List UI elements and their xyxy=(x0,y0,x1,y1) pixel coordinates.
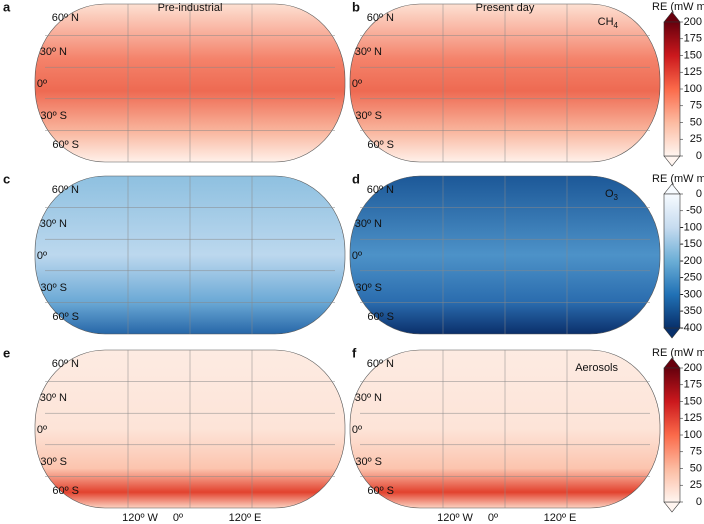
panel-letter: c xyxy=(3,171,10,186)
colorbar-tick-label: 125 xyxy=(684,412,702,424)
colorbar-tick-label: 0 xyxy=(696,150,702,162)
latitude-label: 0º xyxy=(37,424,47,436)
colorbar-cap xyxy=(663,155,681,167)
latitude-label: 30º S xyxy=(40,456,67,468)
colorbar-tick-label: 150 xyxy=(684,395,702,407)
latitude-label: 30º N xyxy=(355,392,382,404)
colorbar-tick-label: 150 xyxy=(684,49,702,61)
panel-title: Pre-industrial xyxy=(158,2,223,14)
colorbar-cap xyxy=(663,183,681,195)
latitude-label: 60º N xyxy=(52,12,79,24)
colorbar-tick-label: -200 xyxy=(680,255,702,267)
latitude-label: 60º N xyxy=(367,12,394,24)
colorbar-tick-label: 50 xyxy=(690,462,702,474)
longitude-label: 120º W xyxy=(122,512,158,524)
colorbar-tick-label: -400 xyxy=(680,322,702,334)
colorbar-cap xyxy=(663,357,681,369)
longitude-label: 0º xyxy=(488,512,498,524)
panel-title: Present day xyxy=(476,2,535,14)
colorbar xyxy=(663,21,681,157)
latitude-label: 0º xyxy=(352,424,362,436)
latitude-label: 60º S xyxy=(367,485,394,497)
species-base: CH xyxy=(598,16,614,28)
colorbar-tick-label: 0 xyxy=(696,188,702,200)
colorbar-tick-label: -350 xyxy=(680,305,702,317)
colorbar xyxy=(663,193,681,329)
colorbar-tick-label: -100 xyxy=(680,221,702,233)
species-label: CH4 xyxy=(598,16,619,30)
latitude-label: 30º S xyxy=(355,110,382,122)
latitude-label: 30º S xyxy=(40,282,67,294)
colorbar-tick-label: 75 xyxy=(690,100,702,112)
longitude-label: 120º W xyxy=(437,512,473,524)
latitude-label: 0º xyxy=(352,78,362,90)
colorbar-tick-label: -50 xyxy=(686,205,702,217)
panel-letter: d xyxy=(352,171,360,186)
colorbar-tick-label: 100 xyxy=(684,83,702,95)
latitude-label: 30º S xyxy=(355,456,382,468)
colorbar-tick-label: 200 xyxy=(684,362,702,374)
longitude-label: 120º E xyxy=(229,512,262,524)
colorbar-tick-label: 125 xyxy=(684,66,702,78)
latitude-label: 60º S xyxy=(52,485,79,497)
latitude-label: 30º N xyxy=(40,218,67,230)
longitude-label: 120º E xyxy=(544,512,577,524)
colorbar-tick-label: 175 xyxy=(684,379,702,391)
latitude-label: 0º xyxy=(37,78,47,90)
latitude-label: 60º N xyxy=(52,358,79,370)
longitude-label: 0º xyxy=(173,512,183,524)
species-base: O xyxy=(605,188,614,200)
colorbar-title-main: RE (mW m xyxy=(652,1,704,13)
latitude-label: 30º N xyxy=(355,46,382,58)
latitude-label: 30º N xyxy=(40,46,67,58)
species-subscript: 4 xyxy=(614,21,619,30)
species-base: Aerosols xyxy=(575,362,618,374)
colorbar-tick-label: 25 xyxy=(690,479,702,491)
latitude-label: 60º N xyxy=(367,184,394,196)
latitude-label: 0º xyxy=(37,250,47,262)
colorbar-tick-label: 0 xyxy=(696,496,702,508)
latitude-label: 30º N xyxy=(355,218,382,230)
species-subscript: 3 xyxy=(614,193,619,202)
latitude-label: 30º S xyxy=(355,282,382,294)
colorbar-title: RE (mW m−2) xyxy=(652,172,704,185)
colorbar-tick-label: 175 xyxy=(684,33,702,45)
species-label: Aerosols xyxy=(575,362,618,374)
latitude-label: 0º xyxy=(352,250,362,262)
panel-letter: f xyxy=(352,345,357,360)
colorbar-tick-label: -250 xyxy=(680,272,702,284)
colorbar-tick-label: -150 xyxy=(680,238,702,250)
panel-letter: a xyxy=(3,0,11,14)
panel-letter: e xyxy=(3,345,10,360)
colorbar-cap xyxy=(663,327,681,339)
colorbar-cap xyxy=(663,501,681,513)
latitude-label: 60º S xyxy=(52,311,79,323)
colorbar-tick-label: 25 xyxy=(690,133,702,145)
colorbar-title: RE (mW m−2) xyxy=(652,346,704,359)
colorbar-tick-label: 75 xyxy=(690,446,702,458)
colorbar-title-main: RE (mW m xyxy=(652,173,704,185)
colorbar-tick-label: 100 xyxy=(684,429,702,441)
species-label: O3 xyxy=(605,188,619,202)
latitude-label: 60º N xyxy=(52,184,79,196)
panel-letter: b xyxy=(352,0,360,14)
latitude-label: 60º S xyxy=(367,139,394,151)
latitude-label: 60º S xyxy=(367,311,394,323)
colorbar xyxy=(663,367,681,503)
latitude-label: 60º S xyxy=(52,139,79,151)
colorbar-tick-label: 50 xyxy=(690,116,702,128)
colorbar-title: RE (mW m−2) xyxy=(652,0,704,13)
latitude-label: 30º S xyxy=(40,110,67,122)
latitude-label: 60º N xyxy=(367,358,394,370)
latitude-label: 30º N xyxy=(40,392,67,404)
colorbar-tick-label: 200 xyxy=(684,16,702,28)
colorbar-title-main: RE (mW m xyxy=(652,347,704,359)
colorbar-cap xyxy=(663,11,681,23)
colorbar-tick-label: -300 xyxy=(680,288,702,300)
